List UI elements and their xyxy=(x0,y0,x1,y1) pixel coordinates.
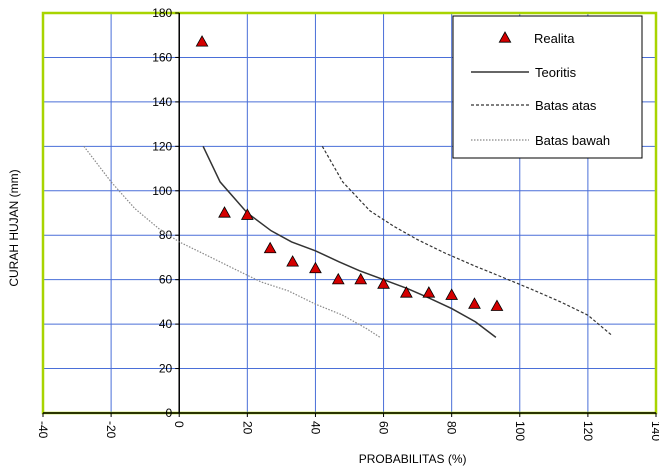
y-tick-label: 20 xyxy=(159,362,173,376)
legend-label-batas-bawah: Batas bawah xyxy=(535,133,610,148)
legend-label-realita: Realita xyxy=(534,31,575,46)
x-tick-label: 0 xyxy=(172,421,186,428)
y-tick-label: 0 xyxy=(166,406,173,420)
data-point-realita xyxy=(218,206,231,218)
x-tick-label: 40 xyxy=(308,421,322,435)
legend-label-teoritis: Teoritis xyxy=(535,65,577,80)
y-tick-label: 140 xyxy=(152,95,172,109)
y-tick-labels: 0 20 40 60 80 100 120 140 160 180 xyxy=(152,6,180,420)
y-tick-label: 100 xyxy=(152,184,172,198)
data-point-realita xyxy=(195,35,209,47)
series-line-batas-atas xyxy=(321,146,613,336)
data-point-realita xyxy=(445,288,459,300)
x-tick-label: -20 xyxy=(104,421,118,439)
y-tick-label: 40 xyxy=(159,317,173,331)
data-point-realita xyxy=(422,286,436,298)
x-tick-label: 120 xyxy=(581,421,595,441)
x-tick-labels: -40 -20 0 20 40 60 80 100 120 140 xyxy=(36,413,659,441)
series-markers xyxy=(195,35,504,311)
data-point-realita xyxy=(377,277,390,289)
data-point-realita xyxy=(309,261,322,274)
legend: Realita Teoritis Batas atas Batas bawah xyxy=(452,15,643,159)
y-tick-label: 120 xyxy=(152,139,172,153)
x-axis-label: PROBABILITAS (%) xyxy=(359,452,467,466)
x-tick-label: 140 xyxy=(649,421,659,441)
data-point-realita xyxy=(399,286,413,298)
legend-swatch-realita xyxy=(498,31,512,43)
y-tick-label: 160 xyxy=(152,50,172,64)
x-tick-label: 20 xyxy=(240,421,254,435)
legend-label-batas-atas: Batas atas xyxy=(535,98,597,113)
data-point-realita xyxy=(286,255,300,267)
data-point-realita xyxy=(490,299,504,311)
x-tick-label: 60 xyxy=(377,421,391,435)
x-tick-label: 100 xyxy=(513,421,527,441)
data-point-realita xyxy=(354,272,368,285)
data-point-realita xyxy=(468,297,481,309)
y-tick-label: 180 xyxy=(152,6,172,20)
data-point-realita xyxy=(263,241,277,254)
y-tick-label: 80 xyxy=(159,228,173,242)
data-point-realita xyxy=(240,208,254,220)
x-tick-label: 80 xyxy=(445,421,459,435)
y-tick-label: 60 xyxy=(159,273,173,287)
legend-box xyxy=(452,15,643,159)
x-tick-label: -40 xyxy=(36,421,50,439)
data-point-realita xyxy=(331,272,345,285)
y-axis-label: CURAH HUJAN (mm) xyxy=(7,169,21,286)
series-line-batas-bawah xyxy=(83,145,381,338)
